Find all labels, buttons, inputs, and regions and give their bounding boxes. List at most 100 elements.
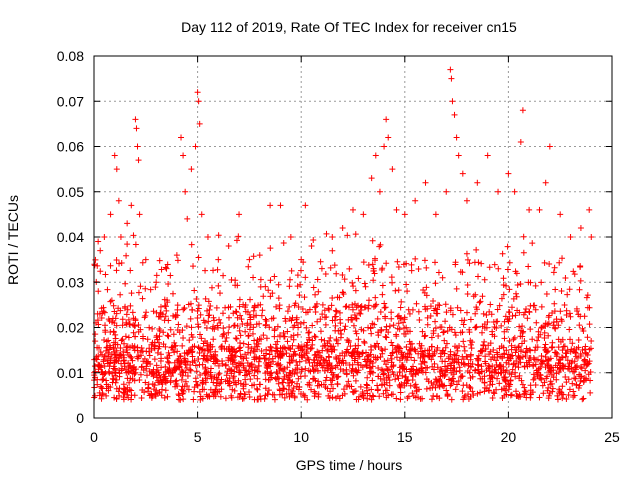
y-axis-label: ROTI / TECUs — [5, 195, 21, 285]
roti-sample-point — [187, 315, 194, 322]
roti-sample-point — [482, 360, 489, 367]
roti-sample-point — [586, 321, 593, 328]
roti-sample-point — [538, 376, 545, 383]
roti-sample-point — [172, 342, 179, 349]
roti-sample-point — [583, 362, 590, 369]
roti-sample-point — [156, 257, 163, 264]
roti-sample-point — [142, 312, 149, 319]
roti-sample-point — [548, 380, 555, 387]
roti-sample-point — [584, 334, 591, 341]
roti-sample-point — [268, 315, 275, 322]
roti-sample-point — [489, 363, 496, 370]
roti-sample-point — [94, 381, 101, 388]
roti-sample-point — [102, 353, 109, 360]
roti-sample-point — [551, 308, 558, 315]
roti-sample-point — [97, 349, 104, 356]
roti-sample-point — [495, 265, 502, 272]
roti-sample-point — [99, 376, 106, 383]
roti-sample-point — [545, 395, 552, 402]
roti-sample-point — [479, 293, 486, 300]
roti-sample-point — [150, 366, 157, 373]
roti-sample-point — [153, 374, 160, 381]
roti-sample-point — [401, 330, 408, 337]
roti-sample-point — [113, 310, 120, 317]
roti-sample-point — [543, 291, 550, 298]
roti-sample-point — [382, 333, 389, 340]
roti-sample-point — [472, 310, 479, 317]
roti-sample-point — [148, 341, 155, 348]
roti-sample-point — [515, 353, 522, 360]
roti-sample-point — [151, 356, 158, 363]
roti-sample-point — [186, 337, 193, 344]
roti-sample-point — [219, 343, 226, 350]
roti-sample-point — [390, 362, 397, 369]
roti-sample-point — [336, 309, 343, 316]
roti-sample-point — [225, 380, 232, 387]
roti-sample-point — [220, 272, 227, 279]
roti-sample-point — [416, 340, 423, 347]
roti-sample-point — [149, 325, 156, 332]
roti-sample-point — [121, 363, 128, 370]
roti-sample-point — [211, 355, 218, 362]
roti-sample-point — [325, 353, 332, 360]
roti-sample-point — [352, 345, 359, 352]
roti-sample-point — [138, 344, 145, 351]
roti-sample-point — [294, 369, 301, 376]
roti-sample-point — [411, 383, 418, 390]
roti-sample-point — [498, 322, 505, 329]
roti-sample-point — [303, 342, 310, 349]
roti-sample-point — [521, 388, 528, 395]
roti-sample-point — [588, 338, 595, 345]
roti-sample-point — [211, 389, 218, 396]
roti-sample-point — [247, 376, 254, 383]
roti-sample-point — [98, 385, 105, 392]
roti-sample-point — [193, 378, 200, 385]
roti-sample-point — [562, 374, 569, 381]
roti-sample-point — [256, 354, 263, 361]
roti-sample-point — [537, 372, 544, 379]
roti-sample-point — [125, 334, 132, 341]
roti-sample-point — [243, 355, 250, 362]
roti-sample-point — [92, 331, 99, 338]
roti-sample-point — [180, 334, 187, 341]
roti-sample-point — [157, 303, 164, 310]
roti-sample-point — [311, 304, 318, 311]
roti-sample-point — [331, 313, 338, 320]
roti-sample-point — [332, 307, 339, 314]
roti-sample-point — [346, 362, 353, 369]
roti-sample-point — [461, 361, 468, 368]
roti-sample-point — [276, 367, 283, 374]
roti-sample-point — [493, 325, 500, 332]
roti-sample-point — [245, 332, 252, 339]
roti-sample-point — [112, 335, 119, 342]
roti-sample-point — [179, 372, 186, 379]
roti-sample-point — [379, 282, 386, 289]
roti-sample-point — [522, 389, 529, 396]
roti-sample-point — [412, 370, 419, 377]
roti-sample-point — [478, 260, 485, 267]
roti-sample-point — [524, 315, 531, 322]
roti-sample-point — [382, 346, 389, 353]
roti-sample-point — [228, 276, 235, 283]
roti-sample-point — [457, 307, 464, 314]
roti-data-point — [287, 234, 294, 240]
roti-sample-point — [431, 360, 438, 367]
x-tick-label: 0 — [90, 429, 98, 445]
roti-sample-point — [327, 264, 334, 271]
roti-sample-point — [232, 335, 239, 342]
roti-sample-point — [265, 287, 272, 294]
roti-sample-point — [350, 389, 357, 396]
roti-sample-point — [343, 348, 350, 355]
roti-sample-point — [179, 342, 186, 349]
roti-sample-point — [398, 381, 405, 388]
roti-sample-point — [545, 384, 552, 391]
roti-sample-point — [319, 301, 326, 308]
roti-sample-point — [392, 376, 399, 383]
roti-sample-point — [281, 375, 288, 382]
roti-sample-point — [578, 365, 585, 372]
roti-sample-point — [263, 364, 270, 371]
roti-sample-point — [130, 365, 137, 372]
roti-sample-point — [532, 344, 539, 351]
roti-data-point — [567, 234, 574, 240]
roti-sample-point — [559, 255, 566, 262]
